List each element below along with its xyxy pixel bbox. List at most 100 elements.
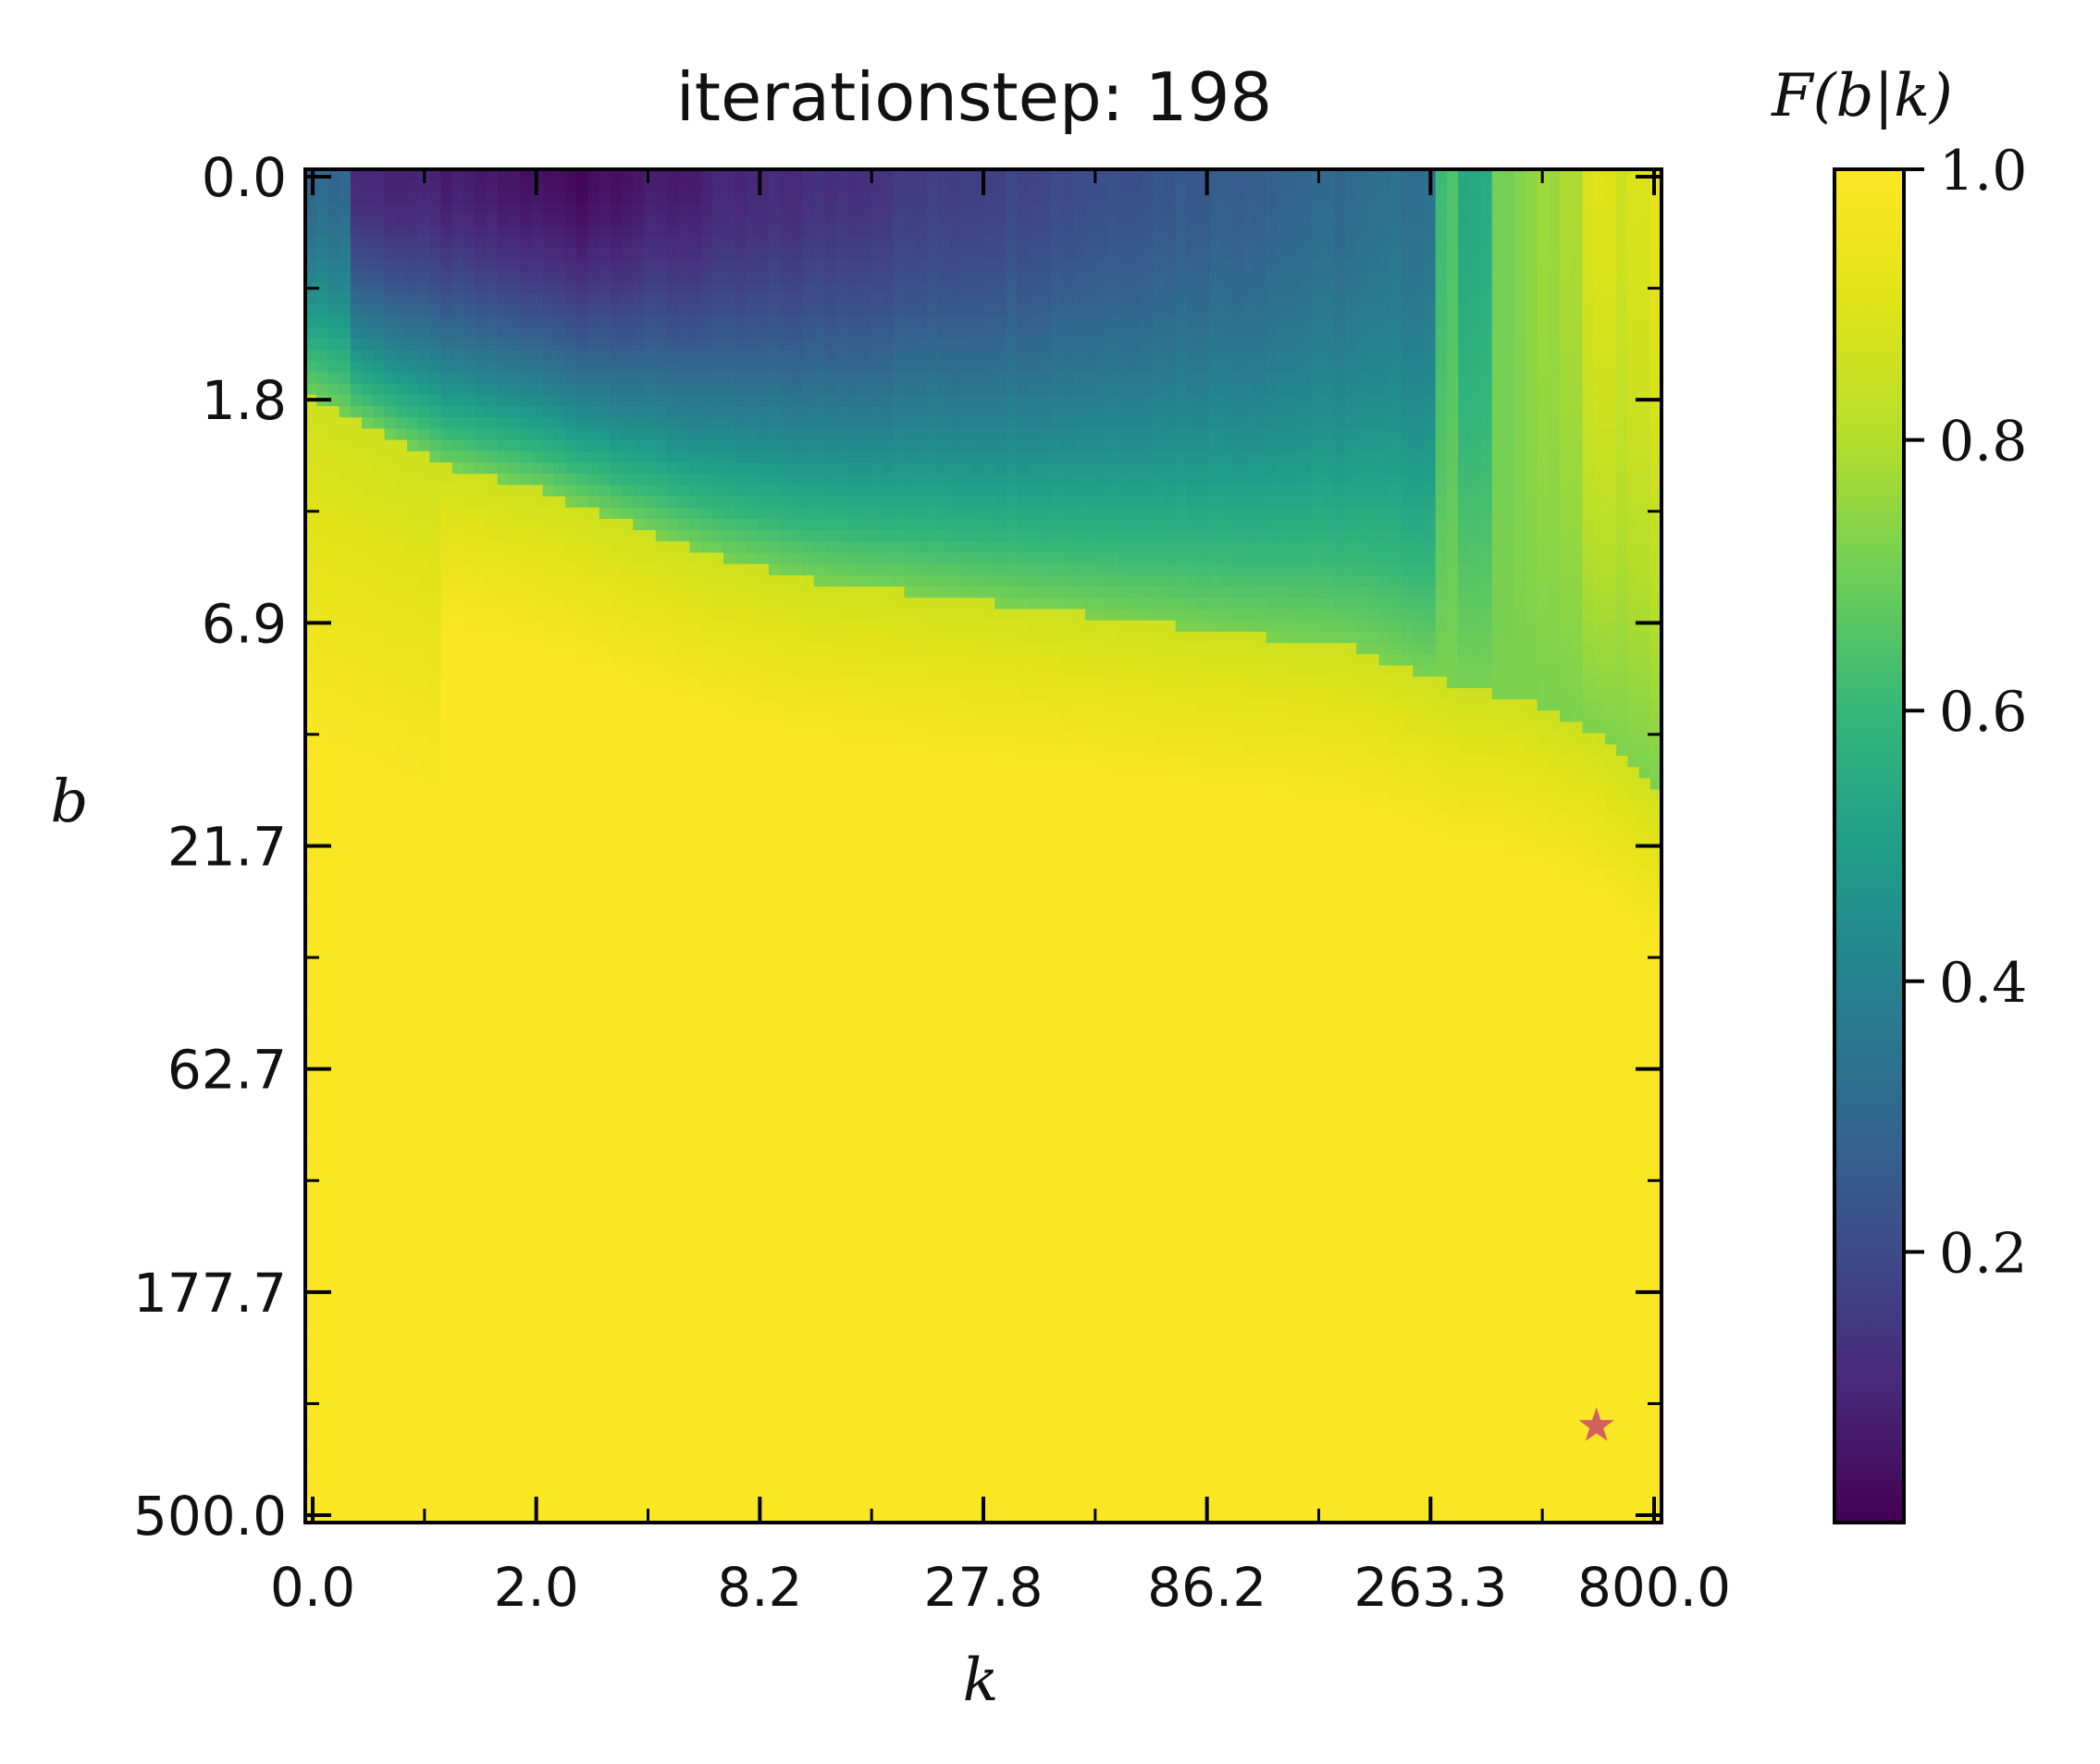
- heatmap-cell: [836, 350, 848, 362]
- heatmap-cell: [926, 394, 939, 407]
- heatmap-cell: [1175, 474, 1188, 486]
- heatmap-cell: [1107, 530, 1120, 542]
- heatmap-cell: [1502, 327, 1515, 339]
- heatmap-cell: [1593, 180, 1606, 192]
- heatmap-cell: [1480, 530, 1493, 542]
- heatmap-cell: [1254, 394, 1267, 407]
- heatmap-cell: [1390, 293, 1402, 305]
- heatmap-cell: [1390, 474, 1402, 486]
- heatmap-cell: [1390, 406, 1402, 418]
- heatmap-cell: [327, 327, 340, 339]
- heatmap-cell: [497, 428, 510, 441]
- heatmap-cell: [689, 586, 702, 598]
- heatmap-cell: [1413, 270, 1426, 283]
- heatmap-cell: [757, 609, 770, 622]
- heatmap-cell: [1311, 586, 1324, 598]
- heatmap-cell: [316, 598, 329, 611]
- heatmap-cell: [451, 383, 464, 396]
- heatmap-cell: [768, 372, 781, 385]
- heatmap-cell: [622, 191, 634, 204]
- heatmap-cell: [1649, 350, 1661, 362]
- heatmap-cell: [1367, 169, 1380, 181]
- heatmap-cell: [1322, 270, 1335, 283]
- heatmap-cell: [1424, 406, 1437, 418]
- heatmap-cell: [1526, 462, 1538, 475]
- heatmap-cell: [1413, 214, 1426, 227]
- heatmap-cell: [553, 383, 566, 396]
- heatmap-cell: [440, 304, 453, 317]
- heatmap-cell: [316, 270, 329, 283]
- heatmap-cell: [1638, 361, 1651, 374]
- heatmap-cell: [1062, 530, 1075, 542]
- heatmap-cell: [350, 485, 363, 498]
- heatmap-cell: [1051, 304, 1064, 317]
- heatmap-cell: [542, 394, 555, 407]
- heatmap-cell: [847, 293, 860, 305]
- heatmap-cell: [960, 518, 973, 531]
- heatmap-cell: [362, 304, 374, 317]
- heatmap-cell: [1073, 394, 1086, 407]
- heatmap-cell: [440, 327, 453, 339]
- heatmap-cell: [926, 191, 939, 204]
- heatmap-cell: [1311, 293, 1324, 305]
- heatmap-cell: [486, 439, 499, 452]
- heatmap-cell: [1435, 203, 1448, 216]
- heatmap-cell: [700, 304, 713, 317]
- heatmap-cell: [1458, 574, 1470, 587]
- heatmap-cell: [1627, 530, 1640, 542]
- heatmap-cell: [1548, 327, 1561, 339]
- heatmap-cell: [1322, 598, 1335, 611]
- heatmap-cell: [1593, 439, 1606, 452]
- heatmap-cell: [666, 180, 679, 192]
- heatmap-cell: [475, 191, 488, 204]
- heatmap-cell: [1378, 518, 1391, 531]
- heatmap-cell: [1502, 214, 1515, 227]
- heatmap-cell: [1616, 485, 1628, 498]
- heatmap-cell: [1311, 394, 1324, 407]
- heatmap-cell: [1153, 214, 1166, 227]
- heatmap-cell: [1130, 304, 1143, 317]
- heatmap-cell: [1402, 270, 1414, 283]
- heatmap-cell: [1073, 169, 1086, 181]
- heatmap-cell: [395, 586, 408, 598]
- heatmap-row: [305, 563, 1661, 576]
- heatmap-cell: [1616, 214, 1628, 227]
- heatmap-cell: [1514, 496, 1526, 509]
- heatmap-cell: [1356, 293, 1368, 305]
- heatmap-cell: [1604, 350, 1617, 362]
- heatmap-cell: [520, 270, 532, 283]
- heatmap-cell: [1593, 541, 1606, 554]
- heatmap-cell: [1649, 462, 1661, 475]
- heatmap-cell: [531, 214, 544, 227]
- heatmap-cell: [678, 563, 690, 576]
- heatmap-cell: [1096, 180, 1108, 192]
- heatmap-cell: [1254, 281, 1267, 294]
- heatmap-cell: [1627, 281, 1640, 294]
- heatmap-cell: [451, 203, 464, 216]
- heatmap-cell: [1062, 474, 1075, 486]
- heatmap-cell: [327, 350, 340, 362]
- heatmap-row: [305, 191, 1661, 204]
- heatmap-cell: [1242, 327, 1255, 339]
- heatmap-cell: [824, 338, 837, 351]
- heatmap-cell: [587, 563, 600, 576]
- heatmap-cell: [1062, 350, 1075, 362]
- heatmap-cell: [949, 338, 962, 351]
- heatmap-cell: [1571, 191, 1584, 204]
- heatmap-cell: [689, 350, 702, 362]
- heatmap-cell: [1604, 620, 1617, 633]
- heatmap-cell: [564, 518, 577, 531]
- heatmap-cell: [1231, 350, 1244, 362]
- heatmap-cell: [1446, 563, 1459, 576]
- heatmap-cell: [395, 541, 408, 554]
- heatmap-cell: [1548, 439, 1561, 452]
- heatmap-cell: [1231, 620, 1244, 633]
- heatmap-cell: [1616, 327, 1628, 339]
- heatmap-cell: [1130, 237, 1143, 249]
- heatmap-cell: [576, 281, 589, 294]
- heatmap-cell: [1413, 315, 1426, 328]
- heatmap-cell: [1616, 450, 1628, 463]
- heatmap-cell: [1548, 372, 1561, 385]
- heatmap-cell: [1582, 372, 1595, 385]
